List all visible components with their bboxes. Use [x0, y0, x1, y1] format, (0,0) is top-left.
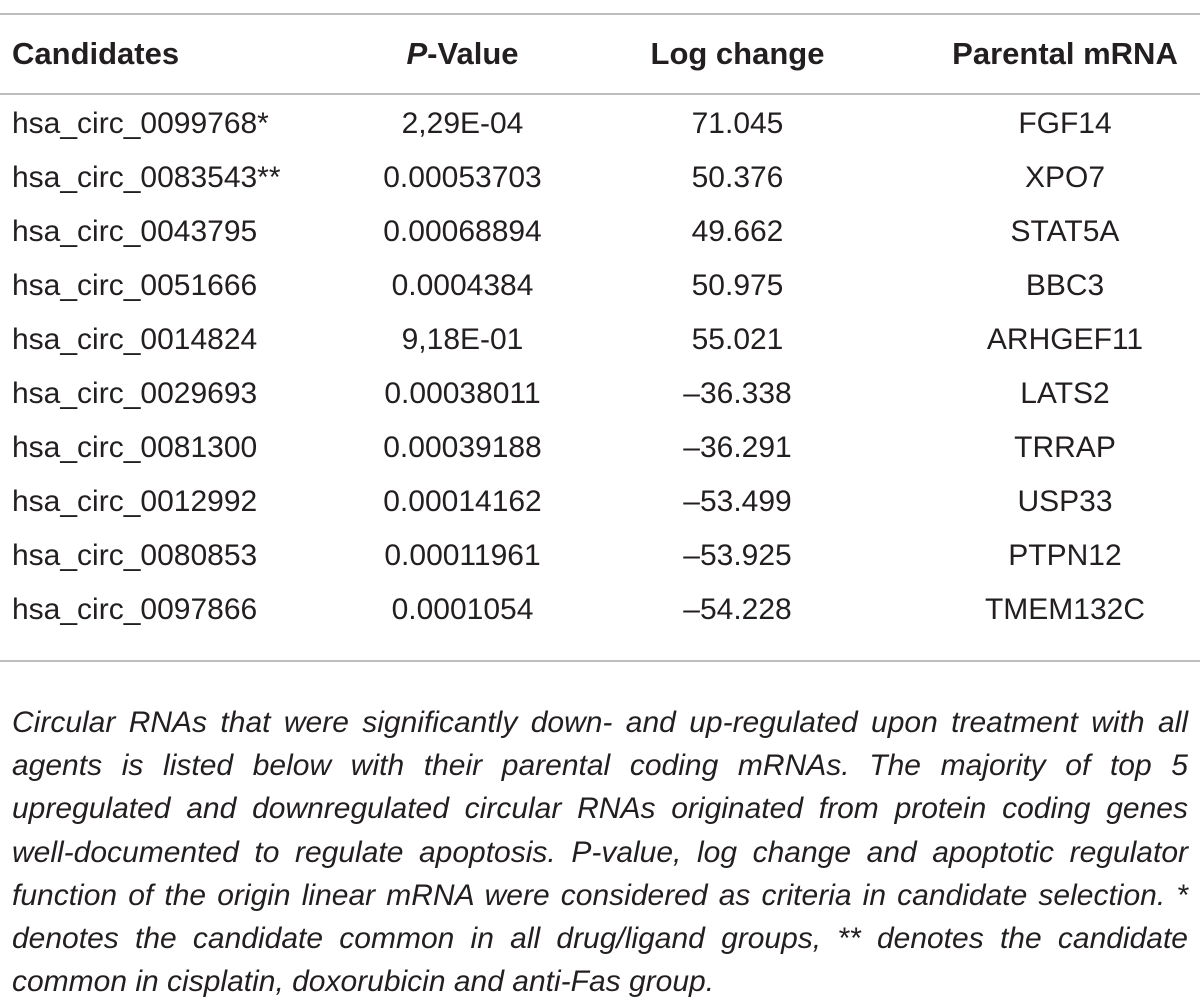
cell-parental-mrna: ARHGEF11: [986, 323, 1144, 356]
header-candidates: Candidates: [12, 36, 180, 71]
cell-parental-mrna: TMEM132C: [984, 593, 1146, 626]
header-p-value-rest: -Value: [427, 36, 519, 71]
header-rule: [0, 93, 1200, 95]
top-rule: [0, 13, 1200, 15]
cell-parental-mrna: BBC3: [1025, 269, 1105, 302]
cell-p-value: 0.00039188: [383, 431, 542, 464]
cell-candidate: hsa_circ_0043795: [12, 215, 258, 248]
header-log-change: Log change: [650, 36, 825, 71]
header-parental-mrna: Parental mRNA: [952, 36, 1178, 71]
cell-candidate: hsa_circ_0051666: [12, 269, 258, 302]
table-body: hsa_circ_0099768* 2,29E-04 71.045 FGF14 …: [0, 93, 1200, 637]
cell-log-change: 55.021: [691, 323, 784, 356]
cell-candidate: hsa_circ_0014824: [12, 323, 258, 356]
table-row: hsa_circ_0029693 0.00038011 –36.338 LATS…: [0, 367, 1200, 421]
cell-log-change: 50.975: [691, 269, 784, 302]
cell-parental-mrna: PTPN12: [1008, 539, 1122, 572]
cell-candidate: hsa_circ_0083543**: [12, 161, 281, 194]
cell-p-value: 2,29E-04: [401, 107, 524, 140]
table-footnote: Circular RNAs that were significantly do…: [12, 706, 1188, 999]
cell-p-value: 0.00053703: [383, 161, 542, 194]
cell-candidate: hsa_circ_0012992: [12, 485, 258, 518]
table-row: hsa_circ_0083543** 0.00053703 50.376 XPO…: [0, 151, 1200, 205]
table-row: hsa_circ_0097866 0.0001054 –54.228 TMEM1…: [0, 583, 1200, 637]
cell-candidate: hsa_circ_0029693: [12, 377, 258, 410]
header-p-value: P-Value: [370, 15, 605, 93]
cell-parental-mrna: USP33: [1017, 485, 1113, 518]
cell-p-value: 0.0004384: [391, 269, 534, 302]
cell-log-change: 50.376: [691, 161, 784, 194]
cell-log-change: 49.662: [691, 215, 784, 248]
table-row: hsa_circ_0051666 0.0004384 50.975 BBC3: [0, 259, 1200, 313]
cell-p-value: 0.00068894: [383, 215, 542, 248]
cell-candidate: hsa_circ_0097866: [12, 593, 258, 626]
footer-rule: [0, 660, 1200, 662]
cell-candidate: hsa_circ_0080853: [12, 539, 258, 572]
table-row: hsa_circ_0043795 0.00068894 49.662 STAT5…: [0, 205, 1200, 259]
cell-parental-mrna: XPO7: [1024, 161, 1106, 194]
cell-candidate: hsa_circ_0081300: [12, 431, 258, 464]
cell-parental-mrna: FGF14: [1018, 107, 1112, 140]
table-header: Candidates P-Value Log change Parental m…: [0, 15, 1200, 93]
cell-log-change: –36.338: [683, 377, 792, 410]
table-row: hsa_circ_0081300 0.00039188 –36.291 TRRA…: [0, 421, 1200, 475]
header-row: Candidates P-Value Log change Parental m…: [0, 15, 1200, 93]
cell-candidate: hsa_circ_0099768*: [12, 107, 269, 140]
candidates-table: Candidates P-Value Log change Parental m…: [0, 15, 1200, 637]
cell-log-change: 71.045: [691, 107, 784, 140]
cell-parental-mrna: STAT5A: [1010, 215, 1120, 248]
cell-log-change: –54.228: [683, 593, 792, 626]
table-row: hsa_circ_0099768* 2,29E-04 71.045 FGF14: [0, 93, 1200, 151]
cell-log-change: –53.925: [683, 539, 792, 572]
table-row: hsa_circ_0014824 9,18E-01 55.021 ARHGEF1…: [0, 313, 1200, 367]
cell-p-value: 9,18E-01: [401, 323, 524, 356]
cell-log-change: –36.291: [683, 431, 792, 464]
cell-p-value: 0.00014162: [383, 485, 542, 518]
cell-parental-mrna: LATS2: [1020, 377, 1110, 410]
table-row: hsa_circ_0012992 0.00014162 –53.499 USP3…: [0, 475, 1200, 529]
cell-p-value: 0.00038011: [384, 377, 541, 410]
header-p-value-italic: P: [406, 36, 428, 71]
cell-parental-mrna: TRRAP: [1014, 431, 1116, 464]
cell-p-value: 0.00011961: [384, 539, 541, 572]
cell-log-change: –53.499: [683, 485, 792, 518]
cell-p-value: 0.0001054: [391, 593, 534, 626]
table-row: hsa_circ_0080853 0.00011961 –53.925 PTPN…: [0, 529, 1200, 583]
